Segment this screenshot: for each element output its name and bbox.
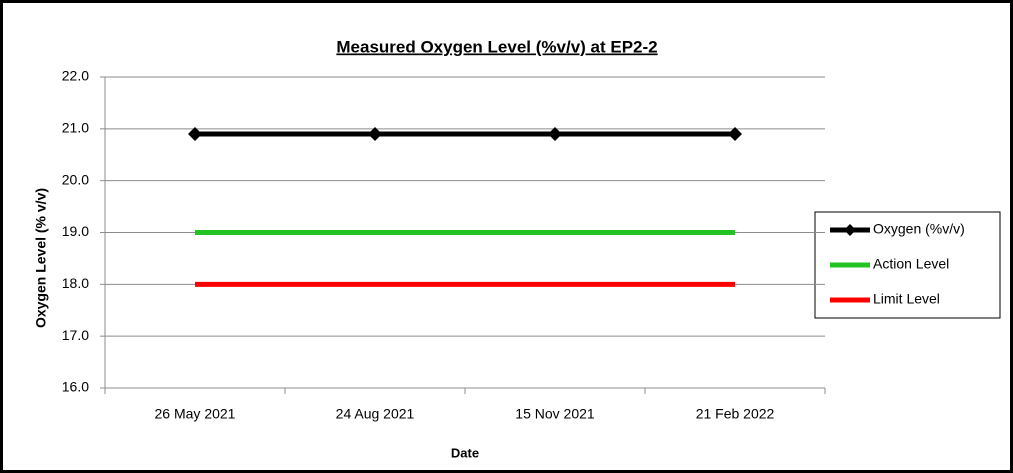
x-tick-label: 15 Nov 2021 [515, 406, 595, 422]
x-tick-label: 24 Aug 2021 [336, 406, 415, 422]
x-tick-label: 21 Feb 2022 [696, 406, 775, 422]
y-tick-label: 18.0 [62, 275, 89, 291]
y-tick-label: 19.0 [62, 223, 89, 239]
y-tick-label: 17.0 [62, 327, 89, 343]
x-tick-label: 26 May 2021 [155, 406, 236, 422]
legend-label: Limit Level [873, 291, 940, 307]
y-tick-label: 16.0 [62, 379, 89, 395]
y-tick-label: 22.0 [62, 68, 89, 84]
legend-label: Oxygen (%v/v) [873, 221, 965, 237]
y-tick-label: 20.0 [62, 171, 89, 187]
x-axis-label: Date [451, 445, 479, 460]
y-tick-label: 21.0 [62, 120, 89, 136]
data-point [368, 127, 382, 142]
chart-title: Measured Oxygen Level (%v/v) at EP2-2 [336, 37, 657, 56]
y-axis-label: Oxygen Level (% v/v) [33, 188, 49, 328]
data-point [548, 127, 562, 142]
legend-marker [844, 224, 856, 236]
data-point [188, 127, 202, 142]
data-point [728, 127, 742, 142]
legend-label: Action Level [873, 256, 949, 272]
